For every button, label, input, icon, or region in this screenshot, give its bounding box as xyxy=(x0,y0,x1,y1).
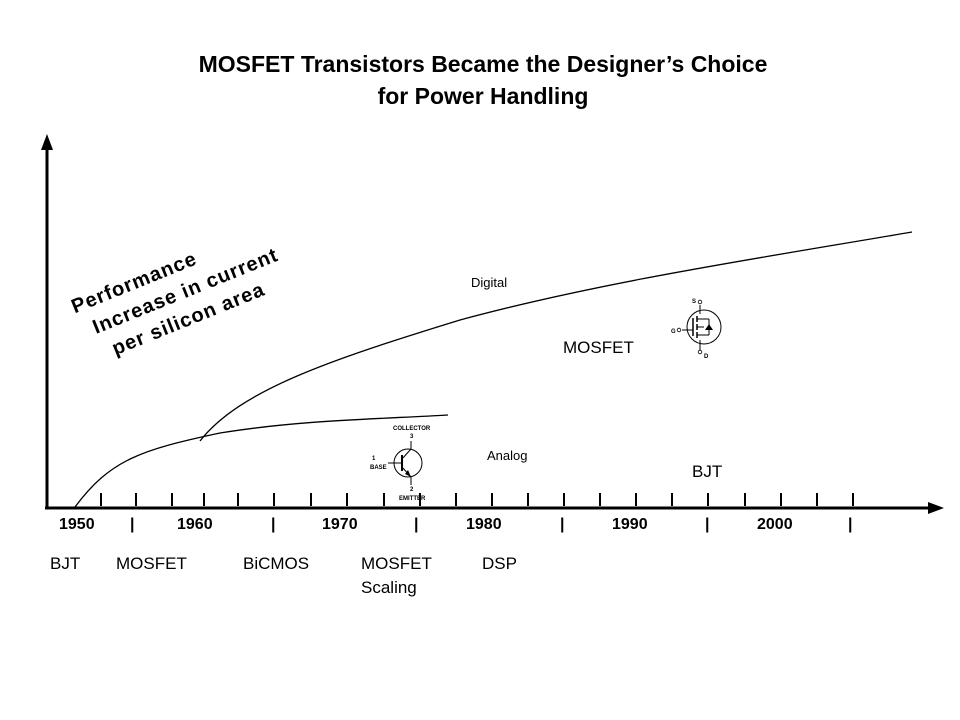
x-axis-arrowhead xyxy=(928,502,944,514)
tech-dsp: DSP xyxy=(482,554,517,573)
bjt-collector-label: COLLECTOR xyxy=(393,426,431,432)
timeline-years: 1950 | 1960 | 1970 | 1980 | 1990 | 2000 … xyxy=(0,516,960,536)
tech-bjt: BJT xyxy=(50,554,81,573)
bjt-curve-label: BJT xyxy=(692,462,723,481)
year-label: 1960 xyxy=(177,516,213,533)
mosfet-drain-label: D xyxy=(704,354,709,360)
tech-mosfet: MOSFET xyxy=(116,554,187,573)
analog-curve xyxy=(74,414,449,508)
mosfet-symbol-icon xyxy=(676,299,722,355)
year-separator: | xyxy=(848,516,853,533)
bjt-symbol-icon xyxy=(388,441,423,485)
year-label: 1970 xyxy=(322,516,358,533)
year-separator: | xyxy=(560,516,565,533)
mosfet-curve-label: MOSFET xyxy=(563,338,634,357)
year-label: 1990 xyxy=(612,516,648,533)
tech-mosfet-scaling-line-2: Scaling xyxy=(361,578,417,597)
x-axis-ticks xyxy=(100,493,854,506)
year-separator: | xyxy=(271,516,276,533)
mosfet-gate-label: G xyxy=(671,329,676,335)
mosfet-source-label: S xyxy=(692,299,696,305)
year-separator: | xyxy=(705,516,710,533)
year-separator: | xyxy=(414,516,419,533)
digital-curve xyxy=(199,231,913,442)
year-label: 1950 xyxy=(59,516,95,533)
bjt-emitter-pin: 2 xyxy=(410,487,414,493)
bjt-base-label: BASE xyxy=(370,465,387,471)
year-label: 2000 xyxy=(757,516,793,533)
tech-mosfet-scaling-line-1: MOSFET xyxy=(361,554,432,573)
y-axis-arrowhead xyxy=(41,134,53,150)
title-line-1: MOSFET Transistors Became the Designer’s… xyxy=(198,51,768,77)
title-line-2: for Power Handling xyxy=(377,83,589,109)
digital-label: Digital xyxy=(471,275,508,290)
bjt-emitter-label: EMITTER xyxy=(399,496,426,502)
year-separator: | xyxy=(130,516,135,533)
analog-label: Analog xyxy=(487,448,528,463)
year-label: 1980 xyxy=(466,516,502,533)
slide-title: MOSFET Transistors Became the Designer’s… xyxy=(0,48,960,112)
bjt-base-pin: 1 xyxy=(372,456,376,462)
tech-bicmos: BiCMOS xyxy=(243,554,310,573)
bjt-collector-pin: 3 xyxy=(410,434,414,440)
